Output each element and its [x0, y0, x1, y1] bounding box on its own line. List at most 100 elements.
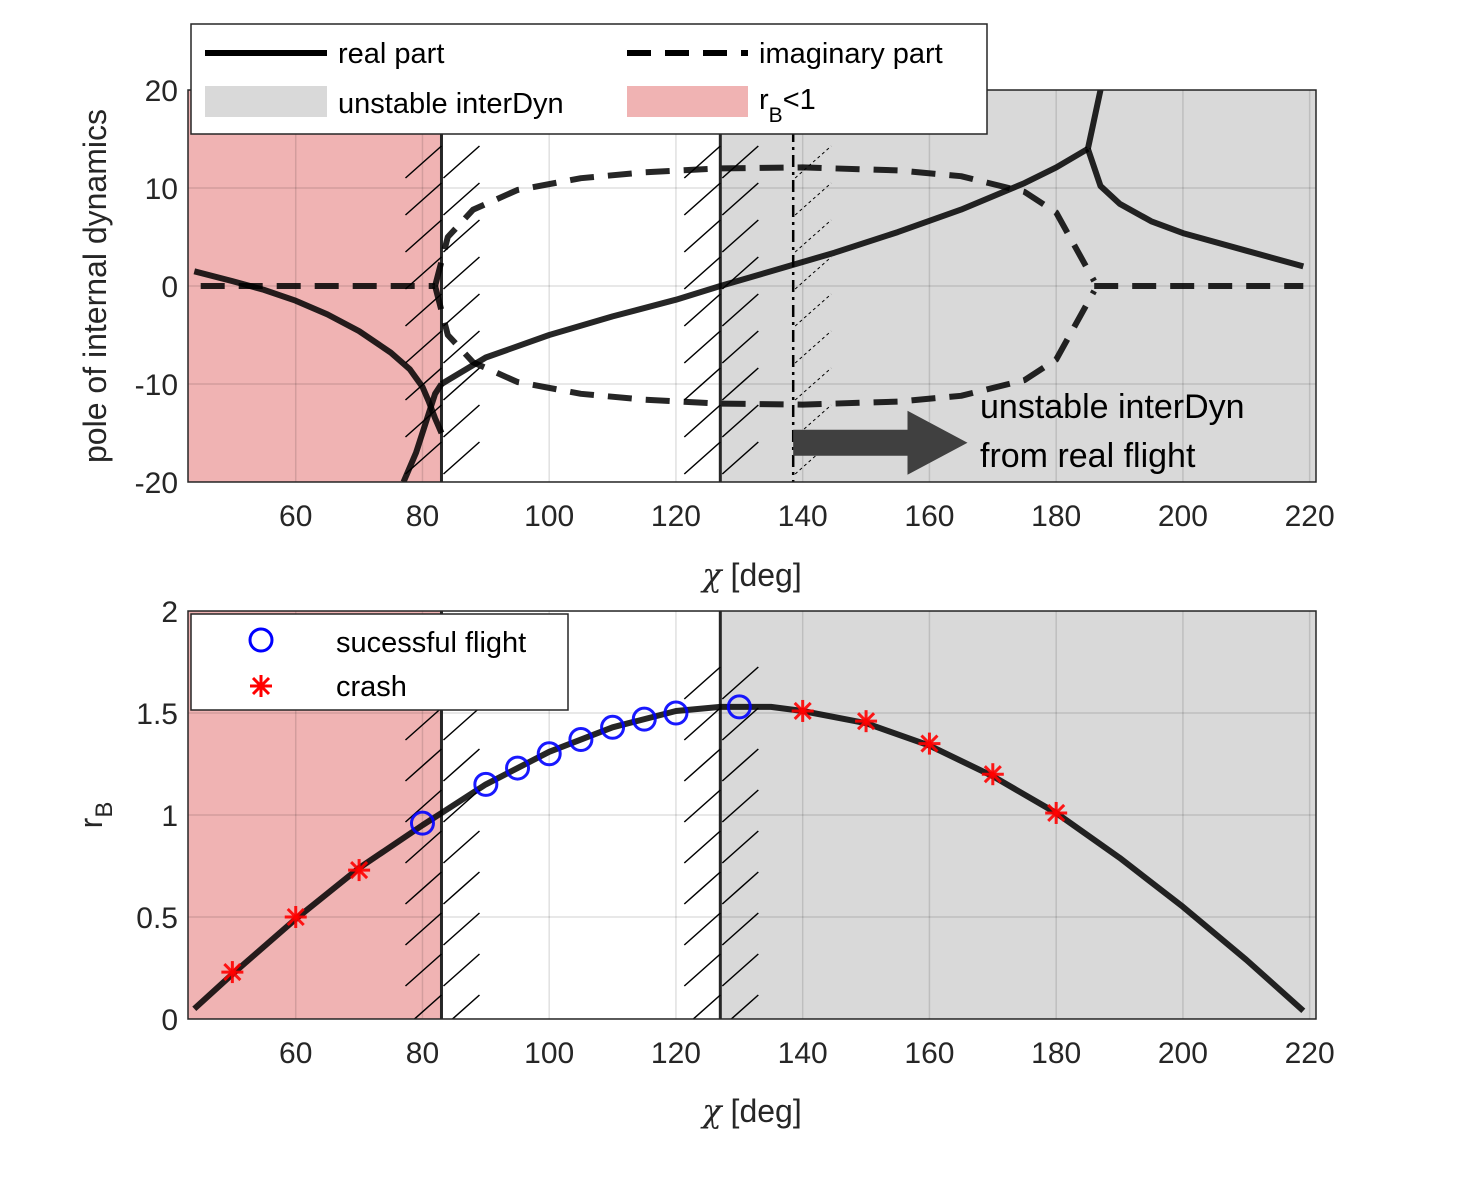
- hatch-mark: [404, 182, 442, 216]
- hatch-mark: [442, 256, 480, 290]
- y-tick-label: 0: [161, 271, 178, 304]
- series-lines: [193, 90, 1305, 482]
- x-tick-label: 100: [524, 500, 574, 533]
- hatch-mark: [404, 912, 442, 946]
- hatch-mark: [794, 441, 832, 475]
- y-tick-label: 2: [161, 596, 178, 629]
- hatch-mark: [683, 789, 721, 823]
- hatch-mark: [721, 871, 759, 905]
- hatch-mark: [721, 367, 759, 401]
- hatch-mark: [683, 256, 721, 290]
- y-tick-labels: 20 10 0 -10 -20: [135, 75, 178, 500]
- hatch-mark: [404, 330, 442, 364]
- hatch-mark: [683, 748, 721, 782]
- x-tick-label: 80: [406, 1037, 439, 1070]
- crash-marker: [284, 906, 307, 928]
- x-tick-label: 140: [778, 500, 828, 533]
- hatch-mark: [683, 367, 721, 401]
- successful-flight-marker: [663, 700, 689, 726]
- hatch-mark: [721, 666, 759, 700]
- hatch-mark: [442, 871, 480, 905]
- hatch-mark: [451, 994, 480, 1019]
- hatch-mark: [683, 404, 721, 438]
- annotation: unstable interDyn from real flight: [793, 388, 1245, 475]
- hatch-mark: [721, 182, 759, 216]
- hatch-mark: [721, 953, 759, 987]
- hatch-mark: [442, 404, 480, 438]
- x-tick-label: 60: [279, 500, 312, 533]
- hatch-mark: [442, 330, 480, 364]
- legend-label-real: real part: [338, 38, 444, 70]
- hatch-mark: [442, 748, 480, 782]
- hatch-mark: [683, 912, 721, 946]
- region-unstable: [720, 611, 1316, 1019]
- hatch-mark: [442, 145, 480, 179]
- y-tick-labels: 2 1.5 1 0.5 0: [136, 596, 178, 1037]
- hatch-mark: [404, 830, 442, 864]
- x-tick-label: 160: [904, 1037, 954, 1070]
- real-part-line: [1084, 90, 1104, 150]
- hatch-mark: [404, 871, 442, 905]
- hatch-mark: [721, 441, 759, 475]
- hatch-mark: [721, 330, 759, 364]
- legend-symbol-crash: [250, 675, 272, 697]
- y-tick-label: 1.5: [136, 698, 178, 731]
- x-tick-label: 180: [1031, 1037, 1081, 1070]
- hatch-mark: [442, 367, 480, 401]
- x-tick-label: 80: [406, 500, 439, 533]
- annotation-line-2: from real flight: [980, 437, 1196, 475]
- x-tick-label: 140: [778, 1037, 828, 1070]
- x-tick-label: 160: [904, 500, 954, 533]
- x-tick-label: 200: [1158, 500, 1208, 533]
- y-tick-label: -20: [135, 467, 178, 500]
- successful-flight-marker: [409, 810, 435, 836]
- hatch-mark: [413, 994, 442, 1019]
- hatch-mark: [404, 953, 442, 987]
- successful-flight-marker: [536, 741, 562, 767]
- successful-flight-marker: [600, 714, 626, 740]
- hatch-mark: [692, 994, 721, 1019]
- hatch-mark: [683, 871, 721, 905]
- data-markers: [221, 694, 1068, 984]
- hatch-mark: [683, 145, 721, 179]
- legend-label-rb: rB<1: [759, 84, 816, 127]
- hatch-mark: [730, 994, 759, 1019]
- legend-label-imag: imaginary part: [759, 38, 943, 70]
- real-part-line: [439, 146, 1090, 387]
- hatch-mark: [683, 441, 721, 475]
- hatch-mark: [683, 707, 721, 741]
- crash-marker: [348, 859, 371, 882]
- successful-flight-marker: [505, 755, 531, 781]
- annotation-line-1: unstable interDyn: [980, 388, 1245, 426]
- successful-flight-marker: [568, 727, 594, 753]
- hatch-mark: [683, 830, 721, 864]
- legend: sucessful flight crash: [190, 613, 569, 711]
- hatch-mark: [794, 219, 832, 253]
- hatch-mark: [404, 789, 442, 823]
- hatch-mark: [794, 330, 832, 364]
- x-axis-label: χ [deg]: [700, 1092, 801, 1130]
- hatch-mark: [721, 912, 759, 946]
- crash-marker: [1045, 801, 1068, 824]
- hatch-mark: [721, 219, 759, 253]
- series-lines: [192, 703, 1306, 1014]
- x-tick-label: 120: [651, 500, 701, 533]
- hatch-mark: [442, 219, 480, 253]
- arrow-right-icon: [793, 410, 968, 475]
- hatch-mark: [404, 145, 442, 179]
- legend-symbol-rb: [627, 86, 748, 117]
- hatch-mark: [721, 707, 759, 741]
- crash-marker: [981, 763, 1004, 786]
- rb-chart: 60 80 100 120 140 160 180 200 220 2 1.5 1 0.5 0 χ [d…: [73, 596, 1335, 1130]
- hatch-mark: [683, 666, 721, 700]
- legend-symbol-success: [248, 627, 274, 653]
- crash-marker: [791, 699, 814, 722]
- axes-frame: [187, 610, 1317, 1020]
- y-tick-label: -10: [135, 369, 178, 402]
- hatch-mark: [442, 707, 480, 741]
- y-tick-label: 10: [145, 173, 178, 206]
- hatch-mark: [683, 219, 721, 253]
- imaginary-part-line: [432, 285, 1097, 408]
